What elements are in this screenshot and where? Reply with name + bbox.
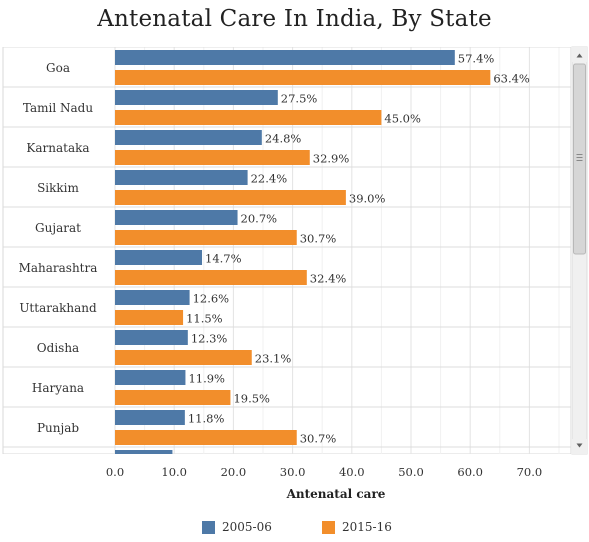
data-label: 14.7% [205,252,242,266]
bar-2015-16[interactable] [115,390,231,405]
chart-title: Antenatal Care In India, By State [97,6,492,32]
data-label: 27.5% [281,92,318,106]
category-label: Gujarat [35,221,81,235]
bar-2015-16[interactable] [115,110,382,125]
category-label: Sikkim [37,181,79,195]
bar-2015-16[interactable] [115,70,491,85]
x-tick-label: 40.0 [339,465,365,479]
x-tick-label: 70.0 [517,465,543,479]
bar-2015-16[interactable] [115,430,297,445]
data-label: 11.9% [188,372,225,386]
data-label: 30.7% [300,432,337,446]
data-label: 32.9% [313,152,350,166]
bar-2005-06[interactable] [115,330,188,345]
vertical-scrollbar[interactable] [571,46,588,455]
bar-2005-06[interactable] [115,290,190,305]
x-tick-label: 30.0 [280,465,306,479]
legend-swatch [322,520,335,534]
scrollbar-grip-icon [576,154,583,161]
data-label: 19.5% [233,392,270,406]
data-label: 63.4% [493,72,530,86]
bar-2015-16[interactable] [115,310,184,325]
x-tick-label: 0.0 [106,465,124,479]
bar-2005-06[interactable] [115,450,173,465]
bar-2005-06[interactable] [115,90,278,105]
chart-legend: 2005-06 2015-16 [0,518,589,538]
bar-chart: Goa 57.4% 63.4% Tamil Nadu 27.5% 45.0% Karnata… [2,46,588,501]
x-tick-label: 60.0 [457,465,483,479]
x-axis-title: Antenatal care [286,487,386,501]
category-label: Karnataka [26,141,89,155]
scrollbar-thumb[interactable] [573,63,586,255]
category-label: Goa [46,61,70,75]
bar-2015-16[interactable] [115,350,252,365]
category-label: Haryana [32,381,84,395]
legend-item[interactable]: 2005-06 [202,518,272,536]
bar-2005-06[interactable] [115,170,248,185]
data-label: 24.8% [265,132,302,146]
bar-2005-06[interactable] [115,50,455,65]
category-label: Uttarakhand [19,301,97,315]
bar-2005-06[interactable] [115,410,185,425]
scroll-down-arrow-icon [576,443,583,448]
data-label: 57.4% [458,52,495,66]
data-label: 12.6% [193,292,230,306]
data-label: 9.7% [175,452,204,466]
category-label: Odisha [37,341,79,355]
bar-2005-06[interactable] [115,250,203,265]
bar-2015-16[interactable] [115,150,310,165]
x-tick-label: 20.0 [221,465,247,479]
category-label: Tamil Nadu [23,101,93,115]
bar-2005-06[interactable] [115,370,186,385]
data-label: 11.5% [186,312,223,326]
category-label: Maharashtra [19,261,98,275]
bar-2015-16[interactable] [115,230,297,245]
data-label: 32.4% [310,272,347,286]
x-tick-label: 50.0 [398,465,424,479]
data-label: 23.1% [255,352,292,366]
legend-item[interactable]: 2015-16 [322,518,392,536]
bar-2015-16[interactable] [115,270,307,285]
legend-label: 2015-16 [342,520,392,534]
category-label: Punjab [37,421,79,435]
data-label: 22.4% [251,172,288,186]
legend-label: 2005-06 [222,520,272,534]
data-label: 39.0% [349,192,386,206]
data-label: 11.8% [188,412,225,426]
data-label: 12.3% [191,332,228,346]
data-label: 20.7% [241,212,278,226]
x-tick-label: 10.0 [161,465,187,479]
bar-2005-06[interactable] [115,210,238,225]
data-label: 30.7% [300,232,337,246]
scroll-up-arrow-icon [576,53,583,58]
bar-2015-16[interactable] [115,190,346,205]
bar-2005-06[interactable] [115,130,262,145]
legend-swatch [202,520,215,534]
data-label: 45.0% [384,112,421,126]
